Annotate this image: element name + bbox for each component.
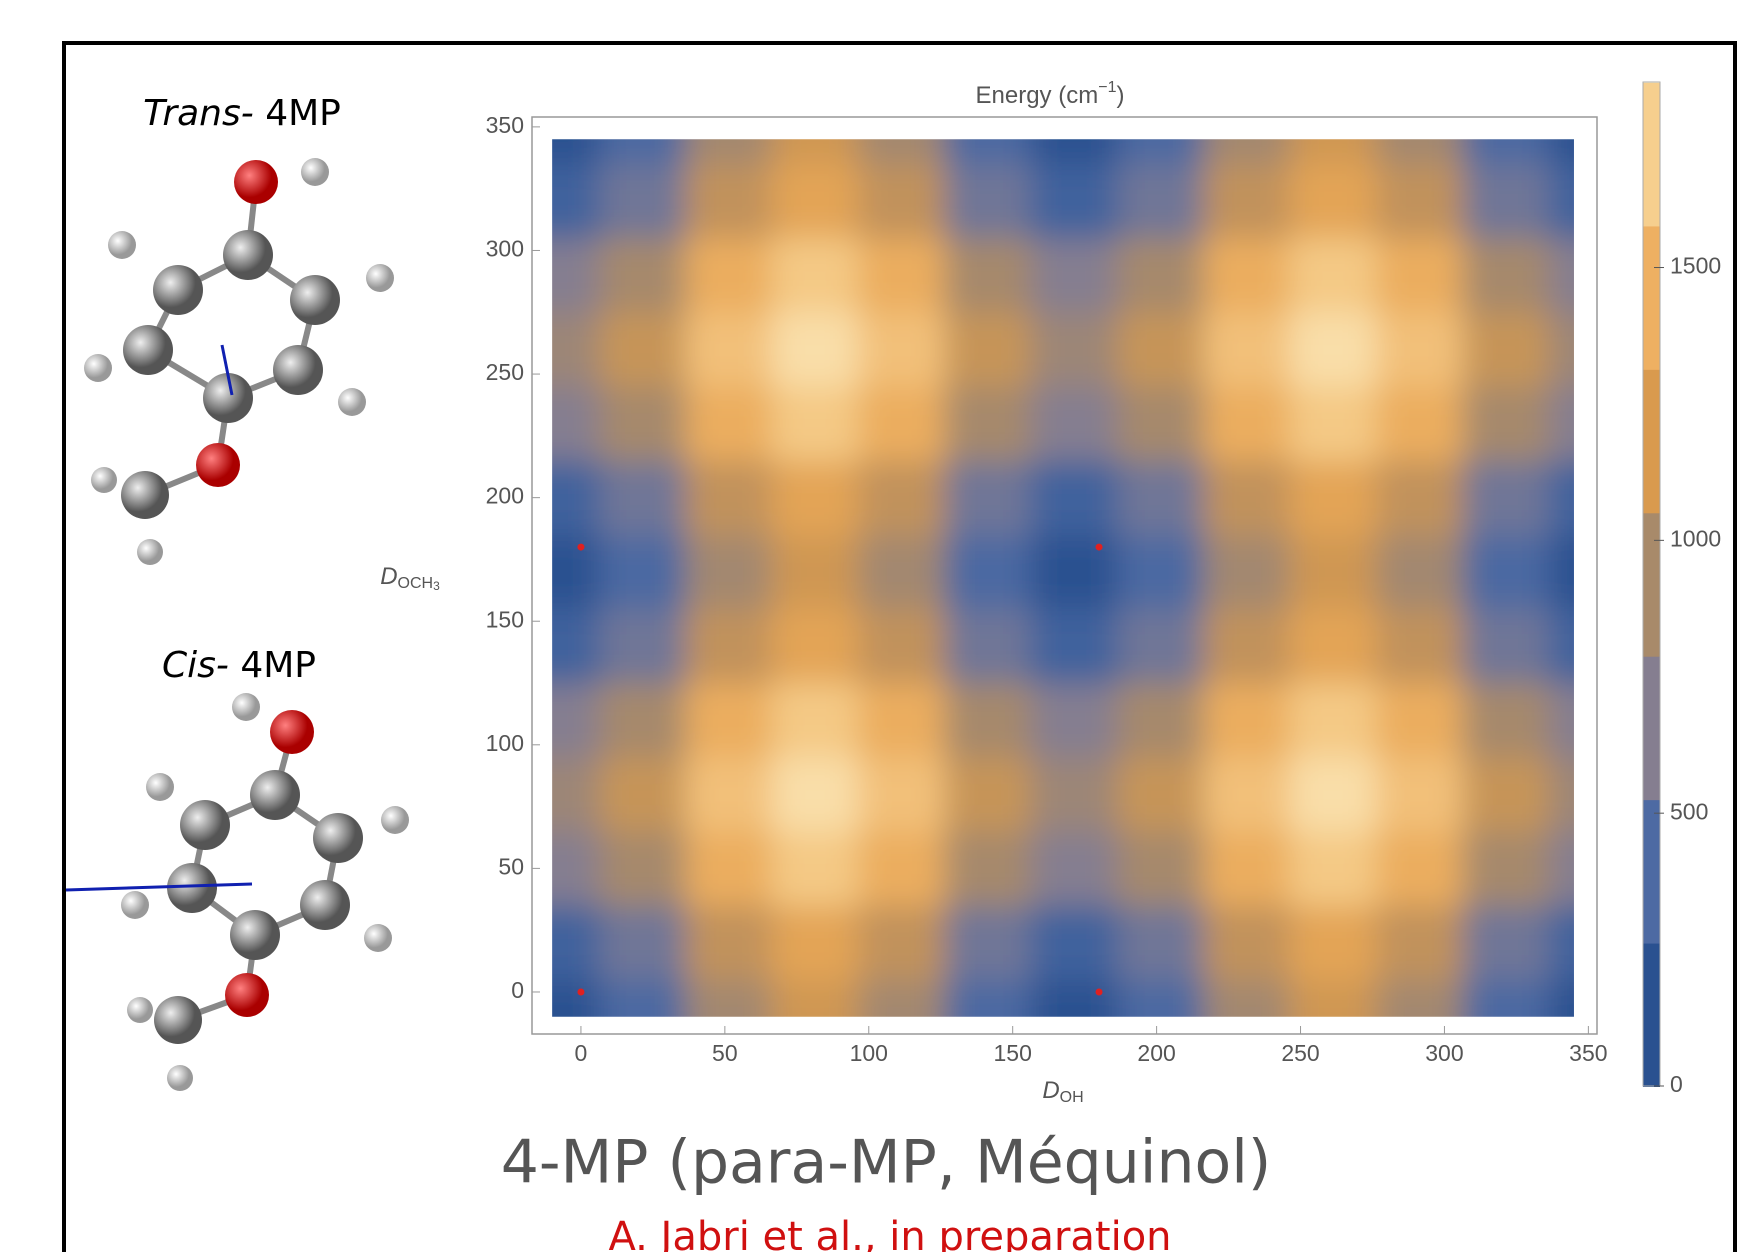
y-tick-label: 0: [511, 977, 524, 1003]
cis-label: Cis- 4MP: [162, 645, 316, 686]
x-tick-label: 250: [1281, 1040, 1319, 1066]
colorbar-stop: [1643, 943, 1660, 1087]
colorbar-tick-label: 1000: [1670, 525, 1721, 551]
colorbar-tick-label: 500: [1670, 798, 1708, 824]
minimum-point: [577, 988, 584, 995]
label-subsub: 3: [433, 579, 440, 593]
colorbar-tick-label: 1500: [1670, 253, 1721, 279]
y-tick-label: 200: [486, 483, 524, 509]
chart-title: Energy (cm−1): [976, 79, 1125, 109]
y-tick-label: 50: [498, 853, 524, 879]
citation: A. Jabri et al., in preparation: [608, 1214, 1171, 1252]
cell: [1463, 114, 1599, 238]
label-italic: Trans-: [143, 93, 254, 134]
y-tick-label: 100: [486, 730, 524, 756]
y-tick-label: 350: [486, 112, 524, 138]
trans-molecule: [84, 158, 394, 565]
colorbar-stop: [1643, 225, 1660, 369]
x-axis-label: DOH: [1042, 1077, 1083, 1106]
label-sub: OH: [1060, 1089, 1084, 1106]
title-sup: −1: [1098, 79, 1116, 96]
label-main: D: [380, 563, 397, 590]
minimum-point: [1096, 544, 1103, 551]
x-tick-label: 350: [1569, 1040, 1607, 1066]
label-main: D: [1042, 1077, 1059, 1104]
x-tick-label: 100: [850, 1040, 888, 1066]
y-axis-label: DOCH3: [380, 563, 440, 593]
y-tick-label: 250: [486, 359, 524, 385]
label-italic: Cis-: [162, 645, 229, 686]
footer-title: 4-MP (para-MP, Méquinol): [501, 1128, 1272, 1198]
y-tick-label: 150: [486, 606, 524, 632]
minimum-point: [1096, 988, 1103, 995]
colorbar-tick-label: 0: [1670, 1071, 1683, 1097]
x-tick-label: 0: [575, 1040, 588, 1066]
x-tick-label: 150: [994, 1040, 1032, 1066]
x-tick-label: 50: [712, 1040, 738, 1066]
x-tick-label: 200: [1137, 1040, 1175, 1066]
colorbar-stop: [1643, 369, 1660, 513]
trans-label: Trans- 4MP: [143, 93, 341, 134]
colorbar-stop: [1643, 799, 1660, 943]
cell: [1549, 40, 1685, 164]
page: Trans- 4MP Cis- 4MP Energy (cm−1) DOH DO…: [0, 0, 1748, 1252]
cis-molecule: [66, 693, 409, 1091]
label-sub: OCH: [398, 575, 434, 592]
colorbar-stop: [1643, 512, 1660, 656]
colorbar-stop: [1643, 82, 1660, 226]
cell: [1463, 40, 1599, 164]
x-tick-label: 300: [1425, 1040, 1463, 1066]
title-tail: ): [1116, 82, 1124, 109]
minimum-point: [577, 544, 584, 551]
title-text: Energy (cm: [976, 82, 1099, 109]
label-rest: 4MP: [254, 93, 341, 134]
cell: [1549, 114, 1685, 238]
label-rest: 4MP: [229, 645, 316, 686]
y-tick-label: 300: [486, 236, 524, 262]
colorbar-stop: [1643, 656, 1660, 800]
